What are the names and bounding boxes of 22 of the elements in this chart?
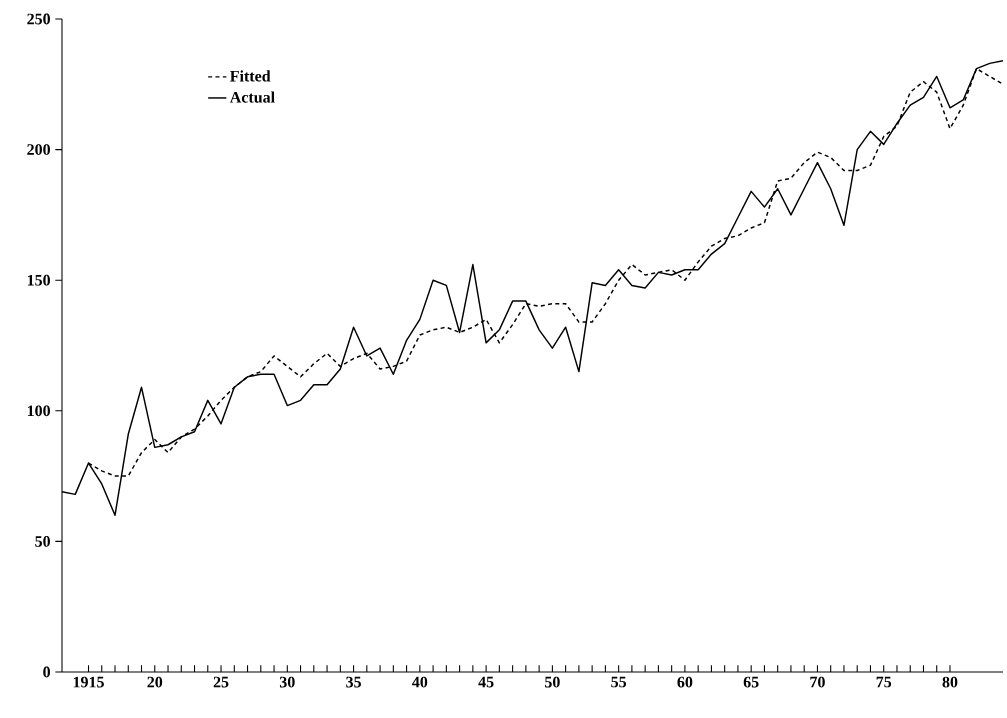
x-tick-label: 80: [942, 676, 958, 688]
y-tick-label: 200: [27, 144, 50, 155]
y-tick-label: 50: [35, 536, 50, 547]
y-tick-label: 0: [43, 666, 50, 678]
x-tick-label: 35: [346, 676, 361, 688]
x-tick-label: 50: [545, 676, 560, 688]
x-tick-label: 25: [213, 676, 229, 688]
x-tick-label: 45: [478, 676, 494, 688]
x-tick-label: 40: [412, 676, 428, 688]
x-tick-label: 70: [810, 676, 825, 688]
y-tick-label: 100: [27, 405, 50, 417]
x-tick-label: 55: [611, 676, 627, 688]
x-tick-label: 1915: [73, 676, 104, 688]
y-tick-label: 150: [27, 274, 50, 286]
x-tick-label: 30: [279, 676, 295, 688]
legend-label: Actual: [229, 91, 275, 103]
x-tick-label: 75: [876, 676, 892, 688]
x-tick-label: 65: [743, 676, 759, 688]
legend-label: Fitted: [230, 70, 271, 82]
x-tick-label: 60: [677, 676, 693, 688]
y-tick-label: 250: [27, 13, 50, 25]
x-tick-label: 20: [147, 676, 163, 688]
